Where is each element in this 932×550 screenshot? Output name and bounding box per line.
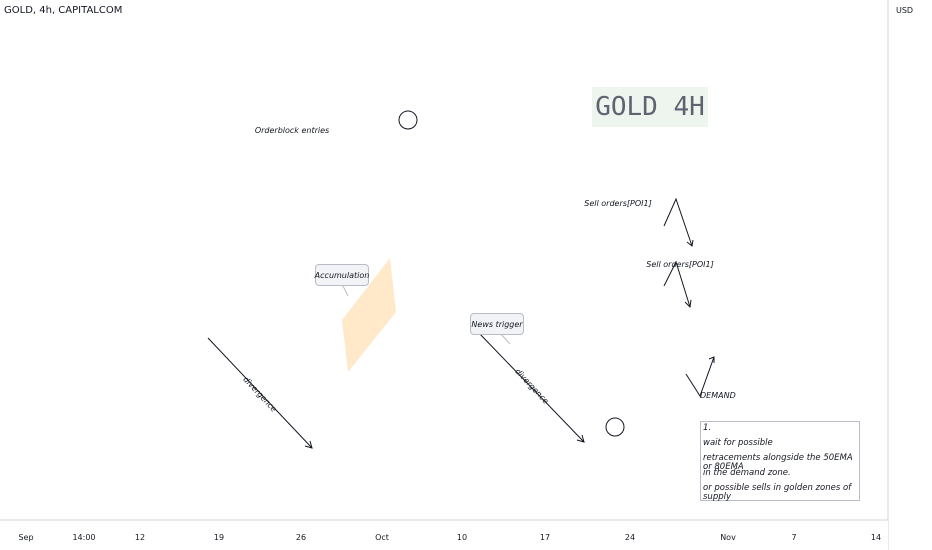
time-tick-label: 14 xyxy=(871,533,881,542)
time-tick-label: 17 xyxy=(540,533,550,542)
time-tick-label: 26 xyxy=(296,533,306,542)
projection-arrowhead-1 xyxy=(686,239,694,247)
sell-orders-label-2: Sell orders[POI1] xyxy=(646,260,713,269)
divergence-line-2 xyxy=(477,331,585,443)
notes-line-4: in the demand zone. xyxy=(703,468,791,478)
projection-arrowhead-2 xyxy=(684,299,692,309)
time-tick-label: 12 xyxy=(135,533,145,542)
news-trigger-callout: News trigger xyxy=(470,313,524,335)
top-marker-circle xyxy=(398,110,418,130)
divergence-line-1 xyxy=(207,337,313,449)
orderblock-label: Orderblock entries xyxy=(255,126,329,135)
notes-line-1: 1. xyxy=(703,423,712,433)
accumulation-pointer xyxy=(341,283,349,297)
divergence-label-1: divergence xyxy=(241,375,278,414)
accumulation-callout: Accumulation xyxy=(315,264,369,286)
time-tick-label: Nov xyxy=(720,533,736,542)
notes-line-3: retracements alongside the 50EMA or 80EM… xyxy=(703,453,853,472)
sell-orders-label-1: Sell orders[POI1] xyxy=(584,199,651,208)
accumulation-zone[interactable] xyxy=(342,258,396,372)
notes-line-5: or possible sells in golden zones of sup… xyxy=(703,483,852,502)
news-trigger-label: News trigger xyxy=(471,319,523,329)
currency-label: USD xyxy=(896,6,913,15)
projection-arrowhead-3 xyxy=(708,356,715,363)
projection-arrow-1 xyxy=(663,197,693,247)
time-tick-label: 19 xyxy=(214,533,224,542)
accumulation-label: Accumulation xyxy=(314,270,370,280)
chart-title: GOLD 4H xyxy=(592,87,708,127)
divergence-arrowhead-2 xyxy=(576,434,585,443)
time-tick-label: 10 xyxy=(457,533,467,542)
time-tick-label: Oct xyxy=(375,533,389,542)
time-tick-label: Sep xyxy=(18,533,33,542)
time-tick-label: 24 xyxy=(625,533,635,542)
projection-arrow-3 xyxy=(685,356,715,398)
demand-label: DEMAND xyxy=(700,391,736,400)
price-axis[interactable] xyxy=(888,0,932,550)
time-axis[interactable] xyxy=(0,520,888,550)
time-tick-label: 14:00 xyxy=(72,533,95,542)
ticker-label: GOLD, 4h, CAPITALCOM xyxy=(4,5,123,16)
bottom-marker-circle xyxy=(605,417,625,437)
projection-arrow-2 xyxy=(663,260,691,308)
notes-line-2: wait for possible xyxy=(703,438,773,448)
divergence-label-2: divergence xyxy=(513,367,550,406)
time-tick-label: 7 xyxy=(791,533,796,542)
notes-box[interactable]: 1. wait for possible retracements alongs… xyxy=(700,421,860,501)
divergence-arrowhead-1 xyxy=(304,440,313,449)
